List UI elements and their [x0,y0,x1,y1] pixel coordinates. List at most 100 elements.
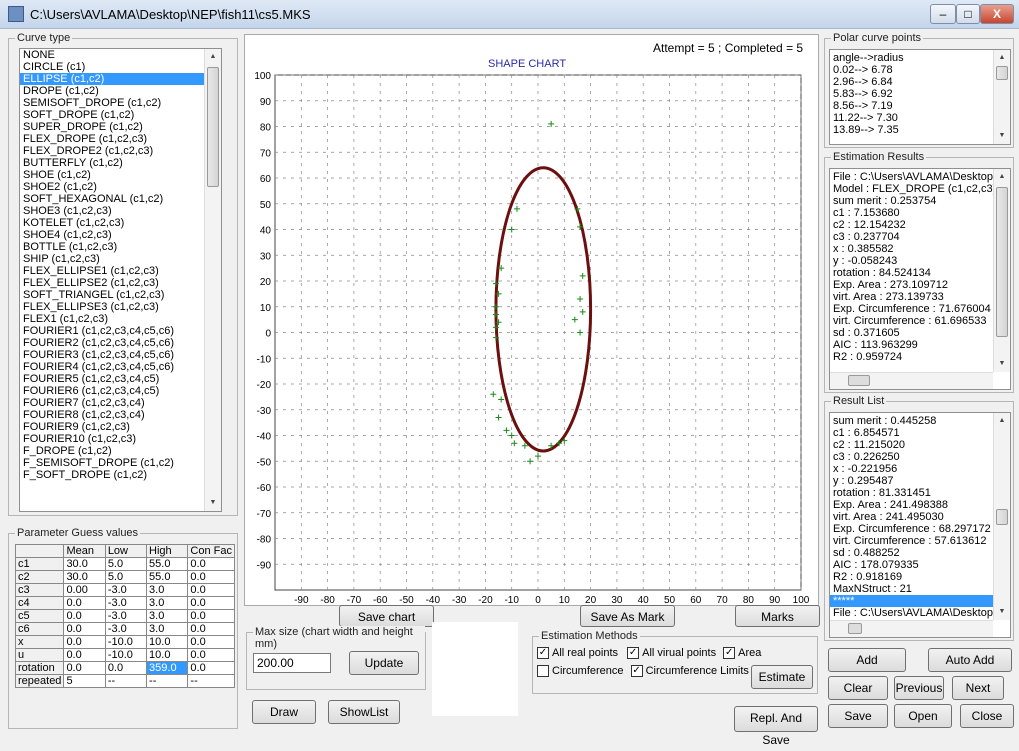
curve-type-item[interactable]: SOFT_HEXAGONAL (c1,c2) [23,193,164,205]
scroll-up-icon[interactable]: ▲ [998,54,1006,61]
open-button[interactable]: Open [894,704,952,728]
result-item[interactable]: Exp. Area : 241.498388 [833,499,948,511]
scroll-thumb[interactable] [996,66,1008,80]
estimation-item[interactable]: AIC : 113.963299 [833,339,918,351]
parameter-table[interactable]: Mean Low High Con Fac c1 30.0 5.0 55.0 0.0 c2 30.0… [14,544,235,688]
param-cell[interactable]: 10.0 [146,635,189,649]
add-button[interactable]: Add [828,648,906,672]
result-item[interactable]: c1 : 6.854571 [833,427,900,439]
result-item[interactable]: virt. Circumference : 57.613612 [833,535,987,547]
curve-type-item[interactable]: FLEX_ELLIPSE1 (c1,c2,c3) [23,265,159,277]
scroll-thumb[interactable] [207,67,219,187]
result-item[interactable]: sum merit : 0.445258 [833,415,937,427]
result-list[interactable]: sum merit : 0.445258 c1 : 6.854571 c2 : 11… [829,412,1011,638]
param-cell[interactable]: 5 [63,674,106,688]
estimation-item[interactable]: sd : 0.371605 [833,327,900,339]
result-item[interactable]: c3 : 0.226250 [833,451,900,463]
result-item[interactable]: Exp. Circumference : 68.297172 [833,523,991,535]
param-cell[interactable]: 0.0 [187,635,235,649]
polar-item[interactable]: angle-->radius [833,52,904,64]
polar-list[interactable]: angle-->radius 0.02--> 6.78 2.96--> 6.84 5.… [829,49,1011,145]
draw-button[interactable]: Draw [252,700,316,724]
curve-type-item[interactable]: FOURIER2 (c1,c2,c3,c4,c5,c6) [23,337,174,349]
area-checkbox[interactable]: ✓ [723,647,736,660]
result-item[interactable]: rotation : 81.331451 [833,487,931,499]
curve-type-item[interactable]: BOTTLE (c1,c2,c3) [23,241,118,253]
estimation-item[interactable]: File : C:\Users\AVLAMA\Desktop\ [833,171,997,183]
curve-type-item[interactable]: FLEX1 (c1,c2,c3) [23,313,108,325]
curve-type-item[interactable]: SHOE4 (c1,c2,c3) [23,229,112,241]
param-cell[interactable]: 3.0 [146,609,189,623]
polar-item[interactable]: 0.02--> 6.78 [833,64,893,76]
estimation-item[interactable]: x : 0.385582 [833,243,894,255]
scroll-thumb[interactable] [996,509,1008,525]
curve-type-item[interactable]: SOFT_TRIANGEL (c1,c2,c3) [23,289,165,301]
param-cell[interactable]: 5.0 [104,557,148,571]
scroll-down-icon[interactable]: ▼ [998,608,1006,615]
param-cell[interactable]: 0.00 [63,583,106,597]
polar-item[interactable]: 8.56--> 7.19 [833,100,893,112]
param-cell[interactable]: -10.0 [104,635,148,649]
all-virtual-checkbox[interactable]: ✓ [627,647,640,660]
estimation-item[interactable]: Model : FLEX_DROPE (c1,c2,c3) [833,183,997,195]
param-cell[interactable]: 0.0 [63,596,106,610]
curve-type-list[interactable]: NONE CIRCLE (c1) ELLIPSE (c1,c2) DROPE (c1,… [19,48,222,512]
curve-type-item[interactable]: ELLIPSE (c1,c2) [20,73,221,85]
curve-type-item[interactable]: FLEX_ELLIPSE2 (c1,c2,c3) [23,277,159,289]
estimation-item[interactable]: R2 : 0.959724 [833,351,903,363]
param-cell[interactable]: 0.0 [187,570,235,584]
param-cell[interactable]: 55.0 [146,570,189,584]
param-cell[interactable]: -10.0 [104,648,148,662]
previous-button[interactable]: Previous [894,676,944,700]
scroll-up-icon[interactable]: ▲ [209,53,217,60]
close-button[interactable]: Close [960,704,1014,728]
curve-type-item[interactable]: FOURIER8 (c1,c2,c3,c4) [23,409,145,421]
auto-add-button[interactable]: Auto Add [928,648,1012,672]
estimation-item[interactable]: virt. Circumference : 61.696533 [833,315,987,327]
param-cell[interactable]: -3.0 [104,609,148,623]
result-item[interactable]: AIC : 178.079335 [833,559,919,571]
param-cell[interactable]: 0.0 [187,583,235,597]
estimation-vscroll[interactable]: ▲ ▼ [993,169,1010,372]
result-hscroll[interactable] [830,620,993,637]
param-cell[interactable]: 0.0 [187,622,235,636]
result-item[interactable]: MaxNStruct : 21 [833,583,912,595]
clear-button[interactable]: Clear [828,676,888,700]
param-cell[interactable]: 0.0 [104,661,148,675]
curve-type-item[interactable]: FLEX_DROPE (c1,c2,c3) [23,133,148,145]
estimation-item[interactable]: c3 : 0.237704 [833,231,900,243]
param-cell[interactable]: 10.0 [146,648,189,662]
curve-type-item[interactable]: F_SOFT_DROPE (c1,c2) [23,469,148,481]
result-item[interactable]: c2 : 11.215020 [833,439,905,451]
estimation-item[interactable]: c2 : 12.154232 [833,219,906,231]
polar-scrollbar[interactable]: ▲ ▼ [993,50,1010,144]
scroll-thumb[interactable] [996,187,1008,337]
param-cell[interactable]: 30.0 [63,557,106,571]
next-button[interactable]: Next [952,676,1004,700]
curve-type-item[interactable]: FOURIER10 (c1,c2,c3) [23,433,137,445]
repl-and-save-button[interactable]: Repl. And Save [734,706,818,747]
curve-type-item[interactable]: FLEX_DROPE2 (c1,c2,c3) [23,145,154,157]
result-vscroll[interactable]: ▲ ▼ [993,413,1010,620]
param-cell[interactable]: -- [146,674,189,688]
estimation-results-list[interactable]: File : C:\Users\AVLAMA\Desktop\ Model : F… [829,168,1011,390]
curve-type-item[interactable]: FOURIER1 (c1,c2,c3,c4,c5,c6) [23,325,174,337]
marks-button[interactable]: Marks [735,605,820,627]
update-button[interactable]: Update [349,651,419,675]
result-item[interactable]: sd : 0.488252 [833,547,900,559]
param-cell[interactable]: 3.0 [146,596,189,610]
polar-item[interactable]: 11.22--> 7.30 [833,112,898,124]
estimation-item[interactable]: rotation : 84.524134 [833,267,931,279]
param-cell[interactable]: 0.0 [187,609,235,623]
estimation-item[interactable]: virt. Area : 273.139733 [833,291,944,303]
curve-type-item[interactable]: FLEX_ELLIPSE3 (c1,c2,c3) [23,301,159,313]
estimation-item[interactable]: c1 : 7.153680 [833,207,900,219]
hscroll-thumb[interactable] [848,375,870,386]
result-item[interactable]: virt. Area : 241.495030 [833,511,944,523]
circumference-checkbox[interactable] [537,665,549,678]
curve-type-item[interactable]: SHOE (c1,c2) [23,169,91,181]
polar-item[interactable]: 2.96--> 6.84 [833,76,893,88]
max-size-input[interactable]: 200.00 [253,653,331,673]
curve-type-item[interactable]: DROPE (c1,c2) [23,85,99,97]
all-real-checkbox[interactable]: ✓ [537,647,549,660]
